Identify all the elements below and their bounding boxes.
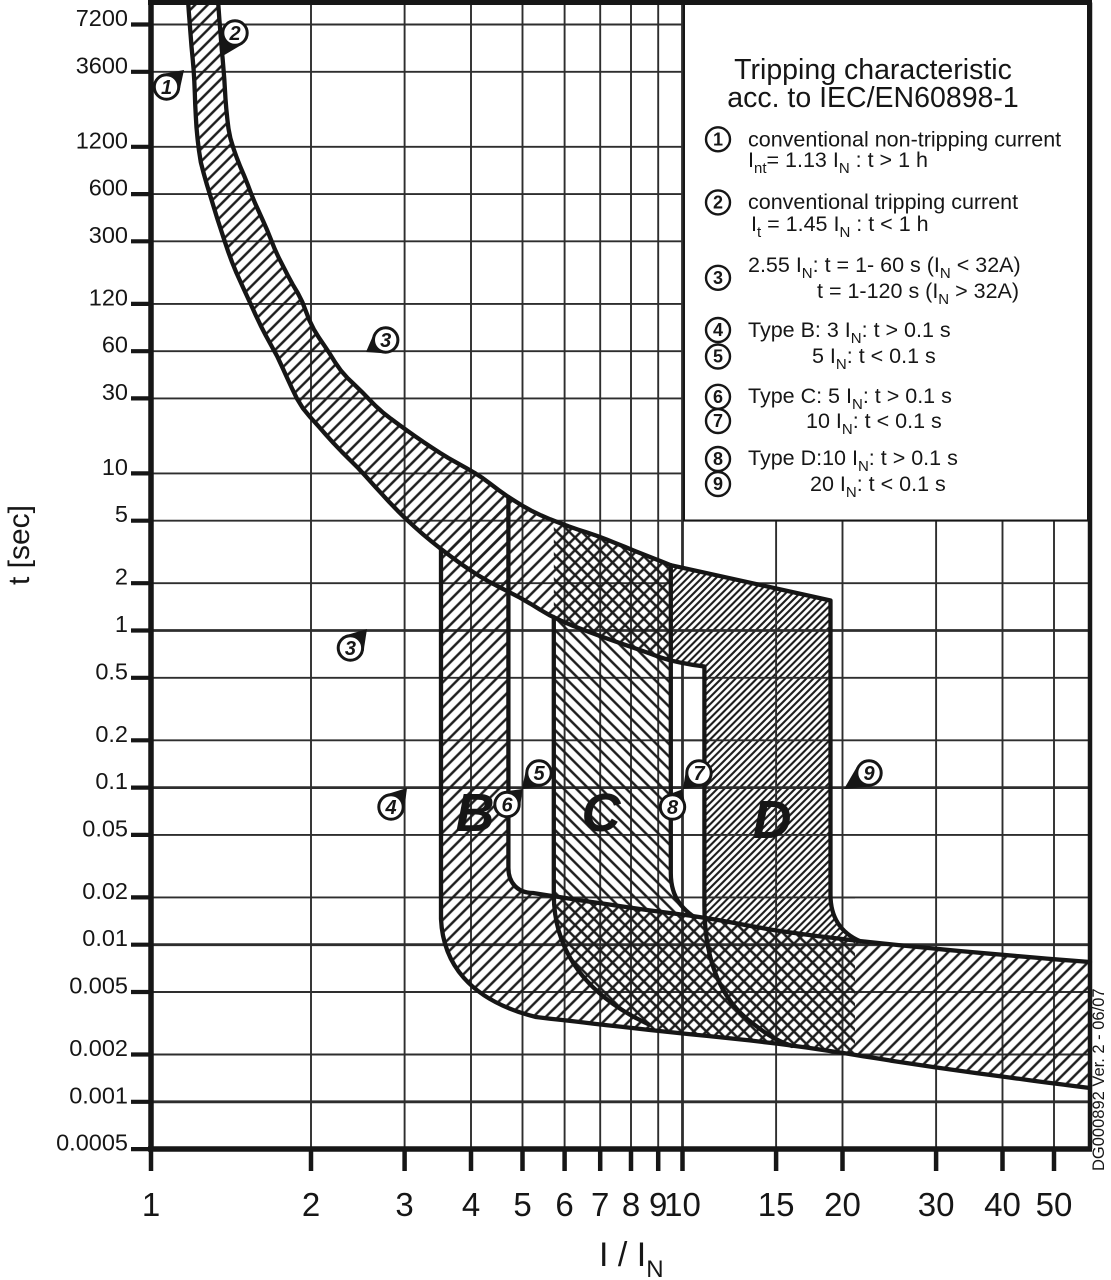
svg-text:7: 7 xyxy=(713,411,723,431)
svg-text:300: 300 xyxy=(89,222,128,248)
svg-text:0.002: 0.002 xyxy=(69,1035,128,1061)
svg-text:8: 8 xyxy=(622,1186,640,1223)
svg-text:20: 20 xyxy=(824,1186,861,1223)
svg-text:C: C xyxy=(582,783,622,843)
svg-text:3: 3 xyxy=(345,638,356,660)
svg-text:0.0005: 0.0005 xyxy=(56,1130,128,1156)
svg-text:0.05: 0.05 xyxy=(82,815,128,841)
svg-text:t [sec]: t [sec] xyxy=(3,505,36,585)
svg-text:30: 30 xyxy=(102,379,128,405)
svg-text:DG000892 Ver. 2 - 06/07: DG000892 Ver. 2 - 06/07 xyxy=(1090,988,1108,1171)
svg-text:40: 40 xyxy=(984,1186,1021,1223)
svg-text:120: 120 xyxy=(89,284,128,310)
svg-text:6: 6 xyxy=(555,1186,573,1223)
svg-text:6: 6 xyxy=(501,795,513,817)
svg-text:2: 2 xyxy=(228,23,240,45)
svg-text:2: 2 xyxy=(713,192,723,212)
svg-text:7: 7 xyxy=(591,1186,609,1223)
svg-text:1200: 1200 xyxy=(76,127,128,153)
svg-text:9: 9 xyxy=(863,763,875,785)
svg-text:5: 5 xyxy=(533,763,545,785)
svg-text:0.5: 0.5 xyxy=(95,658,128,684)
svg-text:7: 7 xyxy=(693,763,705,785)
svg-text:0.001: 0.001 xyxy=(69,1082,128,1108)
svg-text:8: 8 xyxy=(713,449,723,469)
svg-text:conventional tripping current: conventional tripping current xyxy=(748,190,1018,214)
svg-text:1: 1 xyxy=(115,611,128,637)
svg-text:15: 15 xyxy=(758,1186,795,1223)
svg-text:4: 4 xyxy=(384,797,396,819)
svg-text:0.2: 0.2 xyxy=(95,721,128,747)
svg-text:9: 9 xyxy=(713,474,723,494)
svg-text:2: 2 xyxy=(302,1186,320,1223)
svg-text:5: 5 xyxy=(713,347,723,367)
svg-text:5: 5 xyxy=(513,1186,531,1223)
svg-text:10: 10 xyxy=(102,454,128,480)
svg-text:10: 10 xyxy=(664,1186,701,1223)
svg-text:1: 1 xyxy=(713,129,723,149)
svg-text:60: 60 xyxy=(102,332,128,358)
svg-text:4: 4 xyxy=(462,1186,480,1223)
svg-text:B: B xyxy=(456,783,495,843)
svg-text:3: 3 xyxy=(713,268,723,288)
svg-text:8: 8 xyxy=(667,797,679,819)
svg-text:7200: 7200 xyxy=(76,5,128,31)
svg-text:conventional non-tripping curr: conventional non-tripping current xyxy=(748,128,1061,152)
svg-text:0.02: 0.02 xyxy=(82,878,128,904)
svg-text:D: D xyxy=(753,790,792,850)
svg-text:6: 6 xyxy=(713,387,723,407)
svg-text:0.005: 0.005 xyxy=(69,973,128,999)
svg-text:4: 4 xyxy=(713,320,723,340)
svg-text:0.01: 0.01 xyxy=(82,925,128,951)
svg-text:5: 5 xyxy=(115,501,128,527)
svg-text:30: 30 xyxy=(918,1186,955,1223)
svg-text:Tripping characteristic: Tripping characteristic xyxy=(734,54,1012,86)
svg-text:3: 3 xyxy=(380,330,391,352)
svg-text:acc. to IEC/EN60898-1: acc. to IEC/EN60898-1 xyxy=(727,82,1019,114)
svg-text:3: 3 xyxy=(395,1186,413,1223)
svg-text:9: 9 xyxy=(649,1186,667,1223)
svg-text:50: 50 xyxy=(1036,1186,1073,1223)
svg-text:1: 1 xyxy=(142,1186,160,1223)
svg-text:2: 2 xyxy=(115,564,128,590)
svg-text:3600: 3600 xyxy=(76,52,128,78)
svg-text:600: 600 xyxy=(89,175,128,201)
svg-text:0.1: 0.1 xyxy=(95,768,128,794)
svg-text:1: 1 xyxy=(161,77,172,99)
